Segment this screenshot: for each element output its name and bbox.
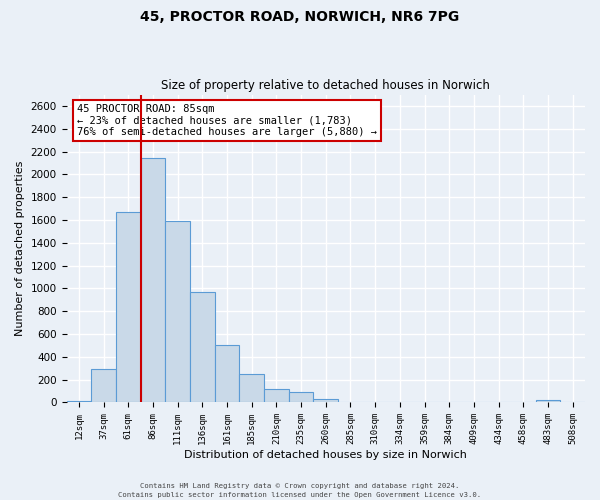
Text: 45 PROCTOR ROAD: 85sqm
← 23% of detached houses are smaller (1,783)
76% of semi-: 45 PROCTOR ROAD: 85sqm ← 23% of detached… [77, 104, 377, 137]
Bar [116, 212, 140, 402]
Bar [165, 221, 190, 402]
X-axis label: Distribution of detached houses by size in Norwich: Distribution of detached houses by size … [184, 450, 467, 460]
Bar [67, 401, 91, 402]
Bar [289, 392, 313, 402]
Y-axis label: Number of detached properties: Number of detached properties [15, 161, 25, 336]
Title: Size of property relative to detached houses in Norwich: Size of property relative to detached ho… [161, 79, 490, 92]
Text: Contains HM Land Registry data © Crown copyright and database right 2024.: Contains HM Land Registry data © Crown c… [140, 483, 460, 489]
Bar [264, 389, 289, 402]
Text: Contains public sector information licensed under the Open Government Licence v3: Contains public sector information licen… [118, 492, 482, 498]
Bar [313, 399, 338, 402]
Bar [190, 292, 215, 403]
Bar [536, 400, 560, 402]
Bar [239, 374, 264, 402]
Bar [140, 158, 165, 402]
Bar [215, 345, 239, 403]
Bar [91, 369, 116, 402]
Text: 45, PROCTOR ROAD, NORWICH, NR6 7PG: 45, PROCTOR ROAD, NORWICH, NR6 7PG [140, 10, 460, 24]
